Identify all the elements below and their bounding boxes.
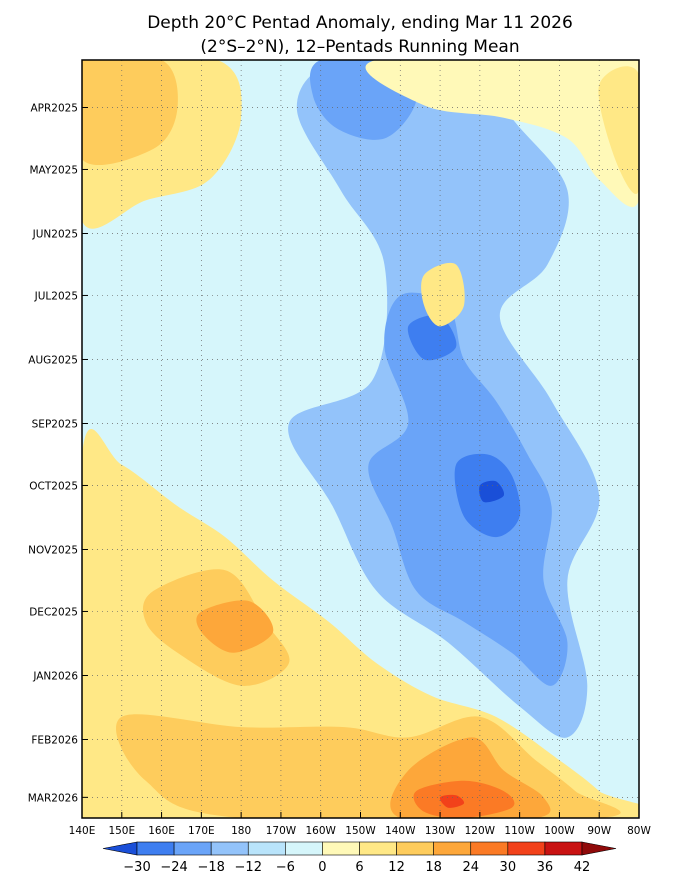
colorbar-bin bbox=[322, 841, 360, 856]
contour-region-8 bbox=[82, 60, 178, 166]
y-tick-label: MAR2026 bbox=[28, 792, 79, 804]
x-tick-label: 90W bbox=[587, 825, 611, 837]
y-tick-label: FEB2026 bbox=[31, 735, 78, 747]
colorbar-tick-label: 0 bbox=[318, 860, 326, 875]
colorbar-bin bbox=[507, 841, 546, 856]
x-tick-label: 160E bbox=[148, 825, 175, 837]
contour-fill-layer bbox=[82, 60, 639, 818]
x-tick-label: 130W bbox=[425, 825, 456, 837]
colorbar-bin bbox=[247, 841, 286, 856]
y-tick-label: DEC2025 bbox=[29, 606, 78, 618]
y-tick-label: AUG2025 bbox=[28, 354, 78, 366]
colorbar-tick-label: 12 bbox=[388, 860, 405, 875]
colorbar-tick-label: −24 bbox=[160, 860, 187, 875]
colorbar-bin bbox=[285, 841, 323, 856]
colorbar-bin bbox=[470, 841, 509, 856]
x-tick-label: 150W bbox=[345, 825, 376, 837]
colorbar: −30 −24 −18 −12 −6 0 6 12 18 24 30 36 42 bbox=[102, 841, 617, 875]
x-tick-label: 140E bbox=[69, 825, 96, 837]
x-tick-label: 140W bbox=[385, 825, 416, 837]
contour-region-5 bbox=[407, 315, 457, 361]
colorbar-tick-label: 42 bbox=[574, 860, 591, 875]
colorbar-tick-label: 36 bbox=[537, 860, 554, 875]
contour-region-6 bbox=[479, 480, 505, 503]
x-tick-label: 180 bbox=[231, 825, 251, 837]
y-tick-label: APR2025 bbox=[30, 103, 78, 115]
colorbar-bin bbox=[210, 841, 249, 856]
chart-subtitle: (2°S–2°N), 12–Pentads Running Mean bbox=[200, 37, 519, 57]
contour-region-14 bbox=[413, 780, 515, 818]
contour-region-15 bbox=[439, 794, 465, 808]
y-tick-label: JUN2025 bbox=[32, 228, 78, 240]
colorbar-low-arrow bbox=[102, 841, 138, 856]
contour-region-17 bbox=[365, 60, 639, 208]
contour-region-18 bbox=[598, 66, 639, 194]
axes-layer: 140E 150E 160E 170E 180 170W 160W 150W 140W 130W 1… bbox=[28, 59, 651, 837]
colorbar-tick-label: 18 bbox=[425, 860, 442, 875]
colorbar-tick-label: −18 bbox=[197, 860, 224, 875]
y-tick-label: JAN2026 bbox=[32, 670, 78, 682]
x-tick-label: 170E bbox=[188, 825, 215, 837]
x-tick-label: 170W bbox=[266, 825, 297, 837]
x-tick-label: 100W bbox=[544, 825, 575, 837]
y-tick-label: MAY2025 bbox=[29, 164, 78, 176]
colorbar-tick-label: 24 bbox=[462, 860, 479, 875]
colorbar-tick-label: 6 bbox=[355, 860, 363, 875]
colorbar-tick-label: 30 bbox=[500, 860, 517, 875]
contour-region-9 bbox=[82, 429, 639, 818]
x-tick-label: 160W bbox=[305, 825, 336, 837]
colorbar-bin bbox=[396, 841, 434, 856]
y-tick-label: SEP2025 bbox=[32, 419, 78, 431]
contour-region-16 bbox=[421, 262, 465, 327]
y-tick-label: OCT2025 bbox=[29, 480, 78, 492]
x-tick-label: 120W bbox=[465, 825, 496, 837]
colorbar-bin bbox=[433, 841, 472, 856]
colorbar-bin bbox=[136, 841, 175, 856]
x-tick-label: 80W bbox=[627, 825, 651, 837]
y-tick-label: JUL2025 bbox=[34, 290, 78, 302]
colorbar-tick-label: −6 bbox=[276, 860, 295, 875]
colorbar-bin bbox=[544, 841, 583, 856]
colorbar-tick-label: −12 bbox=[235, 860, 262, 875]
chart-title: Depth 20°C Pentad Anomaly, ending Mar 11… bbox=[147, 13, 573, 33]
colorbar-bin bbox=[173, 841, 212, 856]
x-tick-label: 110W bbox=[504, 825, 535, 837]
y-tick-label: NOV2025 bbox=[28, 544, 78, 556]
contour-region-13 bbox=[196, 600, 274, 653]
colorbar-high-arrow bbox=[581, 841, 617, 856]
colorbar-tick-label: −30 bbox=[123, 860, 150, 875]
colorbar-bin bbox=[359, 841, 397, 856]
x-tick-label: 150E bbox=[108, 825, 135, 837]
